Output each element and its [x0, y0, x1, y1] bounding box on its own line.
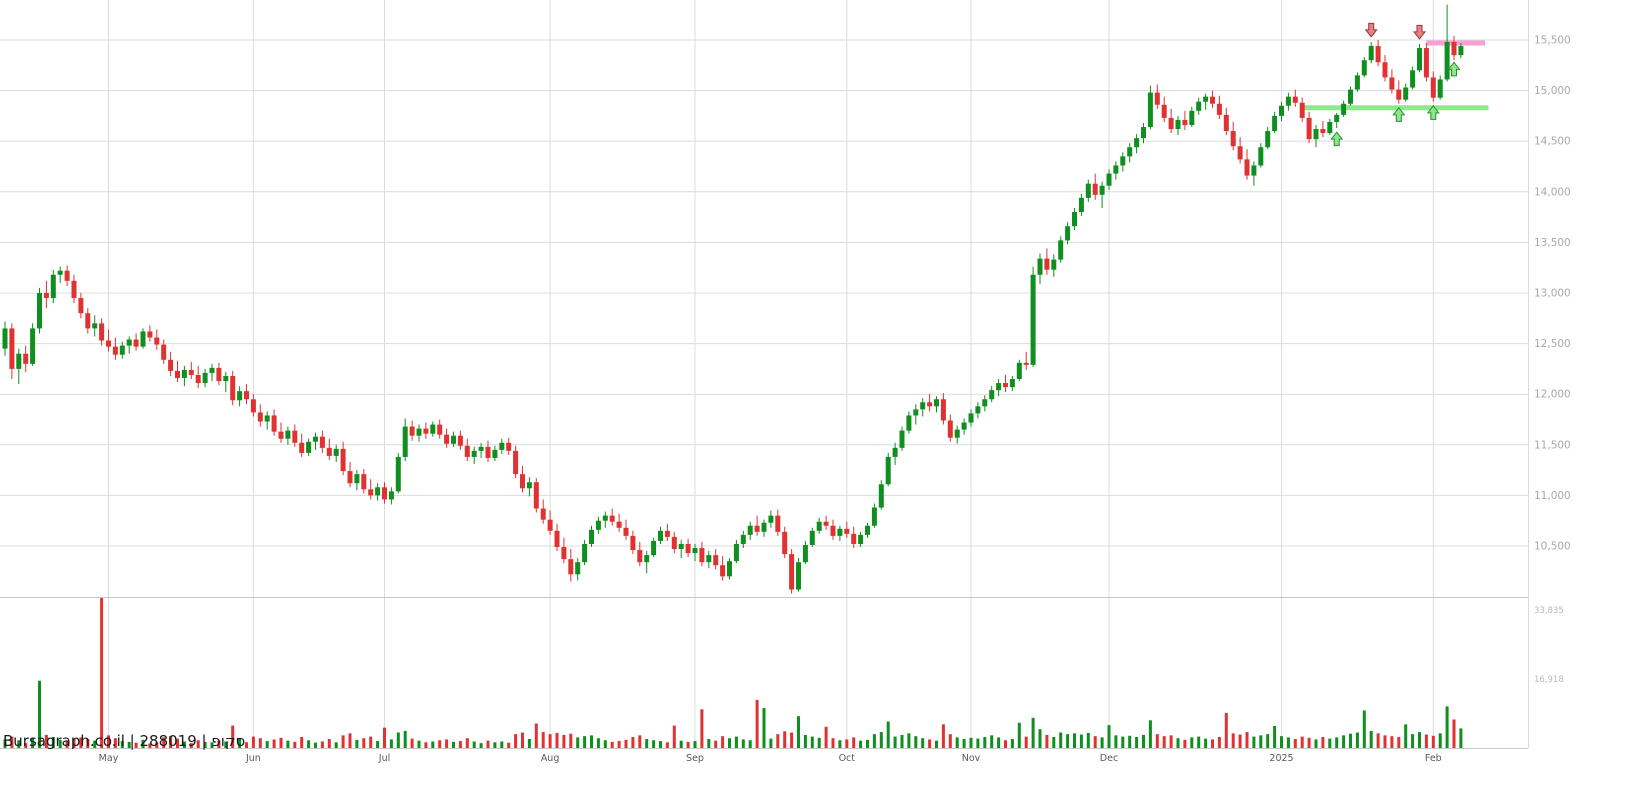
down-arrows	[1364, 22, 1427, 40]
svg-text:10,500: 10,500	[1534, 540, 1571, 552]
candles	[2, 4, 1464, 594]
svg-text:11,500: 11,500	[1534, 439, 1571, 451]
volume-bars	[3, 598, 1463, 748]
svg-text:11,000: 11,000	[1534, 490, 1571, 502]
svg-text:33,835: 33,835	[1534, 606, 1564, 616]
svg-text:May: May	[99, 753, 119, 764]
svg-text:Sep: Sep	[686, 753, 704, 764]
month-gridlines	[108, 0, 1434, 748]
svg-text:15,000: 15,000	[1534, 85, 1571, 97]
svg-text:13,000: 13,000	[1534, 287, 1571, 299]
svg-text:13,500: 13,500	[1534, 237, 1571, 249]
pane-separators	[0, 0, 1529, 749]
volume-axis-labels: 33,835 16,918	[1534, 606, 1564, 685]
price-gridlines	[0, 39, 1528, 547]
svg-text:Jul: Jul	[378, 753, 390, 764]
month-labels: May Jun Jul Aug Sep Oct Nov Dec 2025 Feb	[99, 753, 1442, 764]
svg-text:Feb: Feb	[1425, 753, 1442, 764]
svg-text:12,000: 12,000	[1534, 389, 1571, 401]
svg-text:Jun: Jun	[245, 753, 261, 764]
svg-text:15,500: 15,500	[1534, 34, 1571, 46]
svg-text:14,000: 14,000	[1534, 186, 1571, 198]
up-arrow-icon	[1426, 105, 1440, 120]
svg-text:Nov: Nov	[962, 753, 981, 764]
price-axis-labels: 15,500 15,000 14,500 14,000 13,500 13,000 12,5…	[1534, 34, 1571, 552]
svg-text:12,500: 12,500	[1534, 338, 1571, 350]
svg-text:14,500: 14,500	[1534, 136, 1571, 148]
up-arrow-icon	[1447, 61, 1461, 77]
up-arrows	[1330, 61, 1461, 147]
up-arrow-icon	[1330, 131, 1344, 147]
down-arrow-icon	[1364, 22, 1378, 38]
brand-watermark: Bursagraph.co.il | 288019 | סקופ	[3, 732, 246, 750]
svg-text:Oct: Oct	[839, 753, 856, 764]
up-arrow-icon	[1392, 107, 1406, 122]
svg-text:2025: 2025	[1269, 753, 1293, 764]
svg-text:Dec: Dec	[1100, 753, 1118, 764]
svg-text:Aug: Aug	[541, 753, 560, 764]
down-arrow-icon	[1412, 24, 1427, 40]
svg-text:16,918: 16,918	[1534, 675, 1564, 685]
